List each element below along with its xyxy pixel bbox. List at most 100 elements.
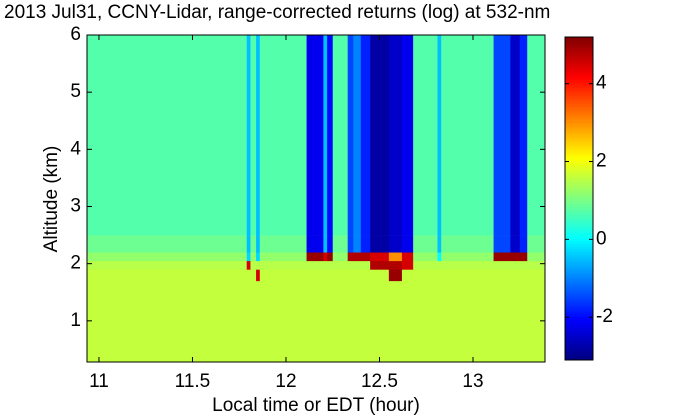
colorbar-step <box>565 295 593 299</box>
heatmap-cell <box>441 235 494 253</box>
colorbar-step <box>565 279 593 283</box>
heatmap-cell <box>388 260 403 270</box>
y-tick-label: 6 <box>70 24 81 45</box>
heatmap <box>87 35 546 363</box>
colorbar-step <box>565 300 593 304</box>
colorbar-step <box>565 139 593 143</box>
colorbar-step <box>565 303 593 307</box>
heatmap-cell <box>87 280 248 363</box>
colorbar-step <box>565 101 593 105</box>
colorbar-step <box>565 133 593 138</box>
heatmap-cell <box>323 260 328 270</box>
colorbar-step <box>565 201 593 205</box>
heatmap-cell <box>353 269 362 282</box>
heatmap-cell <box>259 269 307 282</box>
heatmap-cell <box>510 252 521 262</box>
heatmap-cell <box>250 235 257 253</box>
colorbar-step <box>565 306 593 310</box>
colorbar-step <box>565 268 593 272</box>
y-tick-label: 5 <box>70 81 81 102</box>
colorbar-step <box>565 214 593 218</box>
heatmap-cell <box>413 252 438 262</box>
heatmap-cell <box>250 269 257 282</box>
heatmap-cell <box>87 235 248 253</box>
heatmap-cell <box>370 252 390 262</box>
heatmap-cell <box>401 260 414 270</box>
colorbar-step <box>565 198 593 202</box>
colorbar-step <box>565 166 593 170</box>
colorbar-step <box>565 158 593 162</box>
colorbar-step <box>565 341 593 345</box>
heatmap-cell <box>519 260 528 270</box>
colorbar-step <box>565 50 593 54</box>
heatmap-cell <box>388 252 403 262</box>
heatmap-cell <box>306 235 324 253</box>
colorbar-step <box>565 246 593 251</box>
colorbar-step <box>565 115 593 119</box>
heatmap-cell <box>306 280 324 363</box>
colorbar-step <box>565 241 593 245</box>
heatmap-cell <box>353 252 362 262</box>
colorbar-step <box>565 112 593 116</box>
heatmap-cell <box>347 35 354 236</box>
colorbar-step <box>565 327 593 331</box>
heatmap-cell <box>259 252 307 262</box>
colorbar-step <box>565 255 593 259</box>
colorbar-step <box>565 190 593 194</box>
heatmap-cell <box>360 260 371 270</box>
colorbar-step <box>565 85 593 89</box>
heatmap-cell <box>246 252 251 262</box>
colorbar-step <box>565 252 593 256</box>
colorbar-step <box>565 220 593 224</box>
heatmap-cell <box>413 35 438 236</box>
heatmap-cell <box>493 260 511 270</box>
x-tick-label: 12 <box>275 371 296 392</box>
heatmap-cell <box>360 269 371 282</box>
heatmap-cell <box>323 280 328 363</box>
heatmap-cell <box>256 235 261 253</box>
heatmap-cell <box>250 35 257 236</box>
heatmap-cell <box>401 252 414 262</box>
heatmap-cell <box>246 260 251 270</box>
heatmap-cell <box>256 260 261 270</box>
colorbar-step <box>565 195 593 199</box>
heatmap-cell <box>441 260 494 270</box>
heatmap-cell <box>401 235 414 253</box>
colorbar-step <box>565 155 593 159</box>
colorbar-step <box>565 209 593 213</box>
x-tick-label: 11.5 <box>175 371 211 392</box>
heatmap-cell <box>510 269 521 282</box>
heatmap-cell <box>306 35 324 236</box>
colorbar-step <box>565 90 593 95</box>
heatmap-cell <box>519 252 528 262</box>
heatmap-cell <box>327 235 334 253</box>
colorbar-step <box>565 335 593 339</box>
colorbar-step <box>565 88 593 92</box>
heatmap-cell <box>437 252 442 262</box>
colorbar-step <box>565 182 593 186</box>
colorbar-step <box>565 74 593 78</box>
colorbar-tick-label: -2 <box>596 306 613 327</box>
colorbar-step <box>565 128 593 132</box>
heatmap-cell <box>360 35 371 236</box>
colorbar-step <box>565 287 593 291</box>
heatmap-cell <box>370 269 390 282</box>
heatmap-cell <box>441 280 494 363</box>
colorbar-step <box>565 290 593 294</box>
heatmap-cell <box>370 280 390 363</box>
heatmap-cell <box>527 260 546 270</box>
colorbar-tick-label: 0 <box>596 228 607 249</box>
colorbar-step <box>565 233 593 237</box>
colorbar-step <box>565 55 593 60</box>
heatmap-cell <box>527 269 546 282</box>
heatmap-cell <box>401 280 414 363</box>
colorbar-step <box>565 298 593 302</box>
heatmap-cell <box>510 235 521 253</box>
heatmap-cell <box>493 269 511 282</box>
heatmap-cell <box>353 280 362 363</box>
heatmap-cell <box>388 35 403 236</box>
heatmap-cell <box>413 260 438 270</box>
y-tick-label: 1 <box>70 310 81 331</box>
colorbar-step <box>565 179 593 183</box>
